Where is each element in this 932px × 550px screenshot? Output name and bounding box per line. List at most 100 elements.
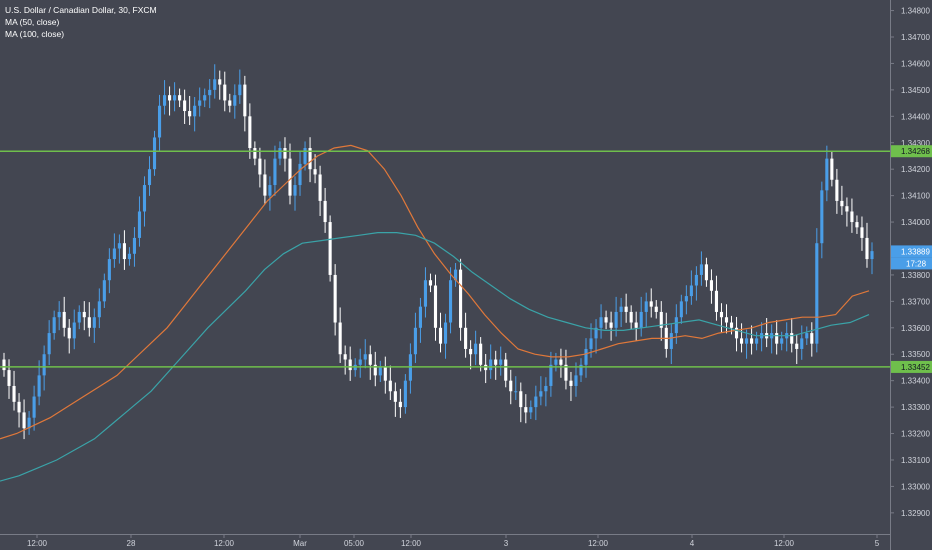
price-tick-label: 1.33500: [901, 350, 930, 359]
candle-body: [233, 95, 237, 106]
candle-body: [283, 148, 287, 159]
price-tick-label: 1.34100: [901, 192, 930, 201]
price-tick-label: 1.33300: [901, 403, 930, 412]
candle-body: [494, 359, 498, 365]
candle-body: [378, 367, 382, 376]
price-tick-label: 1.34000: [901, 218, 930, 227]
candle-body: [559, 359, 563, 365]
horizontal-line-badge: [891, 360, 932, 373]
candle-body: [835, 179, 839, 201]
candle-body: [403, 380, 407, 408]
countdown-label: 17:28: [906, 259, 927, 268]
candle-body: [238, 84, 242, 96]
candle-body: [218, 79, 222, 85]
candle-body: [418, 306, 422, 328]
candle-body: [228, 100, 232, 106]
candle-body: [724, 317, 729, 323]
candle-body: [173, 95, 177, 101]
candle-body: [810, 333, 814, 344]
candle-body: [825, 158, 829, 191]
candle-body: [243, 84, 247, 117]
candle-body: [22, 412, 26, 429]
candle-body: [263, 174, 267, 196]
time-tick-label: 5: [875, 539, 880, 548]
candle-body: [363, 354, 367, 360]
candle-body: [17, 401, 21, 413]
candle-body: [679, 301, 683, 318]
candle-body: [388, 380, 392, 392]
candle-body: [323, 200, 327, 223]
candle-body: [739, 338, 744, 344]
candle-body: [178, 95, 182, 101]
candle-body: [248, 116, 252, 149]
price-tick-label: 1.33600: [901, 324, 930, 333]
candle-body: [504, 359, 508, 381]
candle-body: [629, 311, 633, 323]
candle-body: [298, 163, 302, 186]
price-tick-label: 1.33100: [901, 456, 930, 465]
candle-body: [268, 185, 272, 196]
candle-body: [77, 311, 81, 323]
candle-body: [147, 169, 152, 186]
ma100-line: [0, 232, 870, 482]
candle-body: [599, 317, 603, 328]
ma100-legend-entry: MA (100, close): [5, 29, 65, 39]
candle-body: [509, 380, 513, 392]
price-tick-label: 1.33000: [901, 482, 930, 491]
candle-body: [42, 354, 46, 376]
candle-body: [524, 407, 528, 413]
candle-body: [97, 301, 101, 318]
candle-body: [815, 243, 819, 344]
candle-body: [584, 348, 588, 365]
candle-body: [333, 274, 337, 323]
price-tick-label: 1.33700: [901, 297, 930, 306]
candle-body: [92, 317, 96, 328]
candle-body: [328, 222, 332, 275]
price-tick-label: 1.34800: [901, 7, 930, 16]
last-price-label: 1.33889: [901, 247, 930, 256]
candle-body: [47, 333, 51, 355]
candle-body: [795, 343, 799, 349]
candle-body: [122, 243, 126, 260]
horizontal-line-badge: [891, 145, 932, 158]
price-tick-label: 1.32900: [901, 509, 930, 518]
candle-body: [534, 396, 538, 408]
candle-body: [704, 264, 708, 281]
candle-body: [438, 327, 443, 344]
candle-body: [348, 359, 352, 371]
candle-body: [594, 327, 598, 339]
candle-body: [800, 338, 804, 349]
candle-body: [574, 375, 578, 386]
candle-body: [57, 311, 61, 318]
candle-body: [373, 364, 377, 376]
candle-body: [127, 253, 131, 260]
candle-body: [860, 227, 864, 238]
candle-body: [745, 338, 749, 344]
candle-body: [208, 89, 212, 96]
candle-body: [684, 296, 688, 302]
candle-body: [67, 327, 71, 339]
candle-body: [464, 327, 468, 349]
candle-body: [619, 306, 623, 312]
candle-body: [137, 211, 142, 238]
candle-body: [413, 327, 417, 355]
time-tick-label: 12:00: [774, 539, 795, 548]
candle-body: [669, 333, 673, 349]
time-tick-label: 3: [504, 539, 509, 548]
price-tick-label: 1.34500: [901, 86, 930, 95]
candle-body: [278, 148, 282, 159]
price-tick-label: 1.33400: [901, 377, 930, 386]
candle-body: [27, 417, 31, 429]
candle-body: [368, 354, 372, 365]
price-tick-label: 1.34600: [901, 59, 930, 68]
price-tick-label: 1.33800: [901, 271, 930, 280]
candle-body: [820, 190, 824, 244]
chart-legend: U.S. Dollar / Canadian Dollar, 30, FXCM …: [5, 4, 157, 40]
candle-body: [162, 95, 167, 106]
candle-body: [850, 211, 854, 223]
candle-body: [474, 343, 478, 355]
candle-body: [168, 95, 172, 101]
time-tick-label: 12:00: [401, 539, 422, 548]
